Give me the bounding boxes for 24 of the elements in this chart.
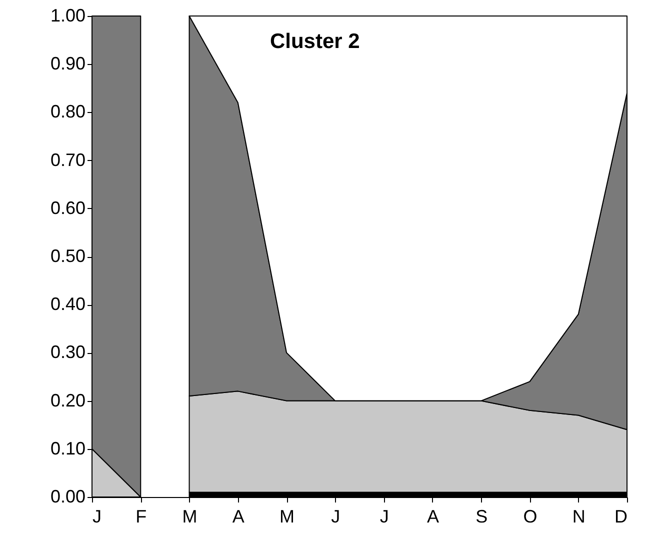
- y-tick-label: 0.80: [50, 102, 86, 122]
- x-tick-label: J: [92, 506, 102, 526]
- x-tick-label: D: [614, 506, 628, 526]
- x-tick-label: M: [280, 506, 295, 526]
- x-tick-label: M: [182, 506, 198, 526]
- x-tick-label: N: [572, 506, 586, 526]
- y-tick-label: 0.70: [50, 150, 86, 170]
- x-tick-label: J: [380, 506, 389, 526]
- x-tick-label: J: [331, 506, 340, 526]
- x-tick-label: O: [523, 506, 538, 526]
- y-tick-label: 0.50: [50, 246, 86, 266]
- y-tick-label: 0.00: [50, 486, 86, 506]
- x-tick-label: A: [232, 506, 244, 526]
- text: Cluster 2: [270, 30, 360, 53]
- y-tick-label: 0.60: [50, 198, 86, 218]
- x-tick-label: F: [136, 506, 147, 526]
- y-tick-label: 0.10: [50, 438, 86, 458]
- y-tick-label: 0.40: [50, 294, 86, 314]
- y-tick-label: 0.90: [50, 54, 86, 74]
- y-tick-label: 0.20: [50, 390, 86, 410]
- x-tick-label: S: [476, 506, 488, 526]
- y-tick-label: 1.00: [50, 6, 86, 26]
- y-tick-label: 0.30: [50, 342, 86, 362]
- x-tick-label: A: [426, 506, 439, 526]
